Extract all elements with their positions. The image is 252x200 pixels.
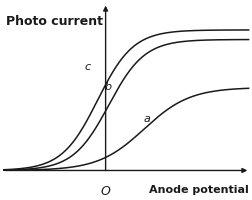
Text: c: c	[84, 62, 91, 72]
Text: O: O	[100, 185, 110, 198]
Text: Photo current: Photo current	[6, 15, 103, 28]
Text: b: b	[104, 82, 111, 92]
Text: Anode potential: Anode potential	[148, 185, 248, 195]
Text: a: a	[143, 114, 150, 124]
